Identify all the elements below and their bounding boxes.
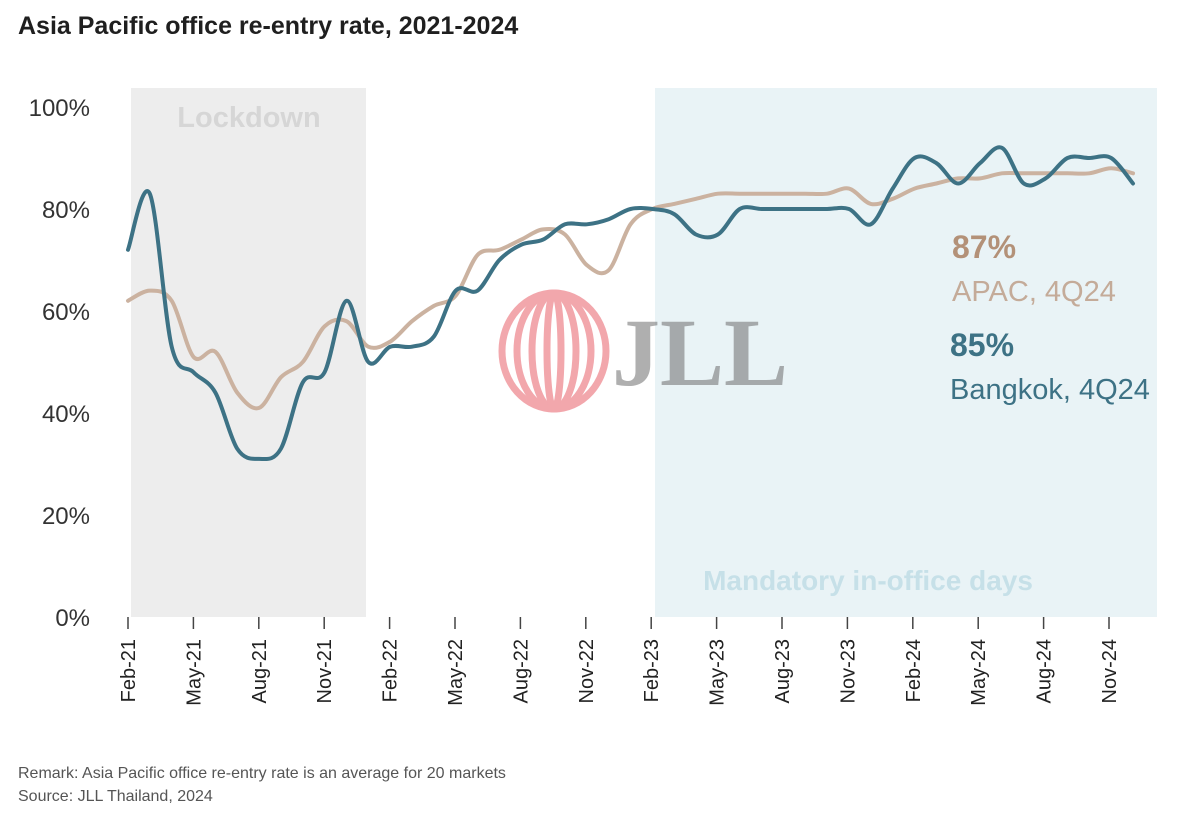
x-axis: Feb-21 May-21 Aug-21 Nov-21 Feb-22 May-22 Aug-… [118,617,1121,706]
x-tick-label: Nov-21 [314,639,336,703]
footnotes: Remark: Asia Pacific office re-entry rat… [18,762,506,808]
region-label: Mandatory in-office days [703,565,1033,596]
region-label: Lockdown [177,102,320,134]
jll-logo-icon [498,289,610,413]
x-tick-label: Feb-21 [118,639,140,702]
y-axis: 0% 20% 40% 60% 80% 100% [29,95,90,632]
region-mandatory-office [655,88,1157,617]
series-lines [126,145,1135,462]
y-tick-label: 60% [42,299,90,326]
x-tick-label: Aug-21 [249,639,271,704]
end-annotations: 87% APAC, 4Q24 85% Bangkok, 4Q24 [950,229,1150,406]
x-tick-label: Nov-23 [837,639,859,703]
jll-logo-wordmark: JLL [612,299,788,406]
y-tick-label: 80% [42,197,90,224]
x-tick-label: May-23 [707,639,729,706]
annotation-value: 85% [950,327,1014,363]
y-tick-label: 40% [42,401,90,428]
chart-title: Asia Pacific office re-entry rate, 2021-… [18,12,519,40]
annotation-value: 87% [952,229,1016,265]
y-tick-label: 100% [29,95,90,122]
region-lockdown [131,88,366,617]
annotation-label: APAC, 4Q24 [952,276,1116,308]
x-tick-label: Feb-23 [641,639,663,702]
y-tick-label: 0% [55,605,90,632]
x-tick-label: Aug-23 [772,639,794,704]
x-tick-label: Aug-22 [510,639,532,704]
x-tick-label: May-24 [968,639,990,706]
x-tick-label: Aug-24 [1034,639,1056,704]
series-line-bangkok [126,145,1135,462]
x-tick-label: Nov-22 [576,639,598,703]
x-tick-label: Nov-24 [1099,639,1121,703]
jll-logo-watermark: JLL [498,289,788,413]
x-tick-label: May-21 [183,639,205,706]
x-tick-label: Feb-24 [903,639,925,702]
remark-text: Remark: Asia Pacific office re-entry rat… [18,765,506,782]
annotation-label: Bangkok, 4Q24 [950,374,1150,406]
source-text: Source: JLL Thailand, 2024 [18,788,213,805]
x-tick-label: May-22 [445,639,467,706]
y-tick-label: 20% [42,503,90,530]
x-tick-label: Feb-22 [380,639,402,702]
shaded-regions: Lockdown Mandatory in-office days [131,88,1157,617]
